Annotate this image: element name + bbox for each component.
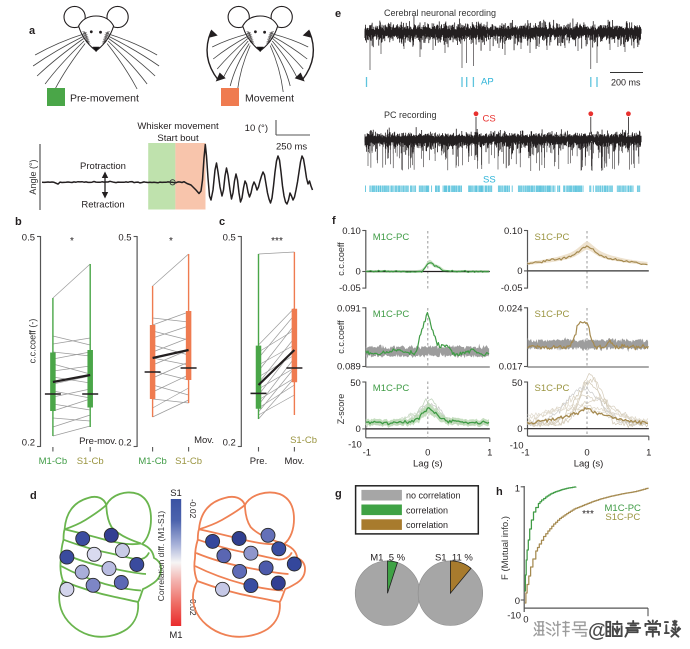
svg-text:50: 50 [512, 378, 523, 389]
svg-text:b: b [15, 216, 22, 228]
svg-text:c.c.coeff: c.c.coeff [336, 242, 346, 276]
svg-text:0.5: 0.5 [22, 233, 35, 244]
svg-text:Retraction: Retraction [81, 200, 124, 211]
svg-text:c.c.coeff (-): c.c.coeff (-) [28, 319, 38, 364]
svg-text:1: 1 [487, 448, 492, 459]
svg-text:Lag (s): Lag (s) [413, 459, 443, 470]
svg-text:0.02: 0.02 [188, 599, 198, 616]
svg-text:Correlation diff. (M1-S1): Correlation diff. (M1-S1) [156, 511, 166, 602]
svg-text:correlation: correlation [406, 505, 448, 515]
svg-text:1: 1 [515, 484, 520, 495]
svg-text:Whisker movement: Whisker movement [137, 121, 219, 132]
svg-text:0.5: 0.5 [223, 233, 236, 244]
svg-text:S1: S1 [170, 488, 182, 499]
svg-text:0: 0 [425, 448, 430, 459]
svg-text:CS: CS [483, 114, 496, 125]
svg-text:S1-Cb: S1-Cb [77, 456, 104, 467]
svg-text:*: * [70, 236, 74, 247]
svg-text:1: 1 [646, 448, 651, 459]
svg-text:0: 0 [356, 267, 361, 278]
svg-text:f: f [332, 215, 336, 227]
svg-text:-10: -10 [348, 440, 362, 451]
svg-text:S1C-PC: S1C-PC [605, 512, 640, 523]
svg-text:AP: AP [481, 77, 494, 88]
svg-text:0: 0 [523, 615, 528, 626]
svg-text:Pre.: Pre. [250, 456, 267, 467]
svg-text:Mov.: Mov. [194, 435, 214, 446]
svg-text:***: *** [582, 509, 594, 520]
svg-text:Mov.: Mov. [284, 456, 304, 467]
svg-text:M1 5 %: M1 5 % [370, 553, 405, 564]
svg-text:-0.05: -0.05 [339, 283, 361, 294]
svg-text:S1-Cb: S1-Cb [175, 456, 202, 467]
svg-text:h: h [496, 486, 503, 498]
svg-text:10 (°): 10 (°) [245, 123, 268, 134]
svg-text:0: 0 [517, 266, 522, 277]
svg-text:d: d [30, 490, 37, 502]
svg-text:a: a [29, 25, 36, 37]
svg-text:-10: -10 [507, 611, 521, 622]
svg-text:50: 50 [350, 378, 361, 389]
svg-text:250 ms: 250 ms [276, 142, 307, 153]
svg-text:0.017: 0.017 [499, 362, 523, 373]
svg-text:M1C-PC: M1C-PC [605, 503, 642, 514]
svg-text:Movement: Movement [245, 93, 294, 105]
svg-text:PC recording: PC recording [384, 110, 437, 120]
svg-text:no correlation: no correlation [406, 491, 461, 501]
svg-text:-0.05: -0.05 [501, 283, 523, 294]
svg-text:M1-Cb: M1-Cb [138, 456, 167, 467]
svg-text:@: @ [588, 620, 608, 642]
svg-text:S1C-PC: S1C-PC [535, 309, 570, 320]
svg-text:0.089: 0.089 [337, 362, 361, 373]
svg-text:M1C-PC: M1C-PC [373, 309, 410, 320]
svg-text:-0.02: -0.02 [188, 499, 198, 519]
svg-text:0.2: 0.2 [22, 438, 35, 449]
svg-text:*: * [169, 236, 173, 247]
svg-text:Cerebral neuronal recording: Cerebral neuronal recording [384, 8, 496, 18]
svg-text:0: 0 [517, 424, 522, 435]
svg-text:0.091: 0.091 [337, 303, 361, 314]
svg-text:Start bout: Start bout [157, 133, 199, 144]
svg-text:0.10: 0.10 [342, 226, 361, 237]
svg-text:S1 11 %: S1 11 % [435, 553, 473, 564]
svg-text:Pre-mov.: Pre-mov. [79, 436, 117, 447]
svg-text:M1-Cb: M1-Cb [39, 456, 68, 467]
svg-text:correlation: correlation [406, 520, 448, 530]
svg-text:Protraction: Protraction [80, 161, 126, 172]
svg-text:M1C-PC: M1C-PC [373, 232, 410, 243]
svg-text:0: 0 [515, 596, 520, 607]
svg-text:Angle (°): Angle (°) [28, 159, 38, 194]
svg-text:S1-Cb: S1-Cb [290, 435, 317, 446]
svg-text:F (Mutual info.): F (Mutual info.) [500, 516, 511, 580]
svg-text:0.5: 0.5 [118, 233, 131, 244]
svg-text:Pre-movement: Pre-movement [70, 93, 139, 105]
svg-text:0: 0 [584, 448, 589, 459]
svg-text:SS: SS [483, 175, 496, 186]
svg-text:-1: -1 [363, 448, 371, 459]
svg-text:M1: M1 [169, 630, 182, 641]
svg-text:0.024: 0.024 [499, 303, 523, 314]
svg-text:g: g [335, 488, 342, 500]
svg-text:200 ms: 200 ms [611, 78, 641, 88]
svg-text:S1C-PC: S1C-PC [535, 232, 570, 243]
svg-text:Z-score: Z-score [336, 394, 346, 425]
svg-text:c: c [219, 216, 225, 228]
svg-text:***: *** [271, 236, 283, 247]
svg-text:Lag (s): Lag (s) [574, 459, 604, 470]
svg-text:c.c.coeff: c.c.coeff [336, 320, 346, 354]
svg-text:-1: -1 [521, 448, 529, 459]
svg-text:0: 0 [356, 424, 361, 435]
svg-text:-10: -10 [510, 441, 524, 452]
svg-text:0.10: 0.10 [504, 226, 523, 237]
svg-text:S1C-PC: S1C-PC [535, 383, 570, 394]
svg-text:M1C-PC: M1C-PC [373, 383, 410, 394]
svg-text:e: e [335, 8, 341, 20]
svg-text:0.2: 0.2 [118, 438, 131, 449]
svg-text:0.2: 0.2 [223, 438, 236, 449]
